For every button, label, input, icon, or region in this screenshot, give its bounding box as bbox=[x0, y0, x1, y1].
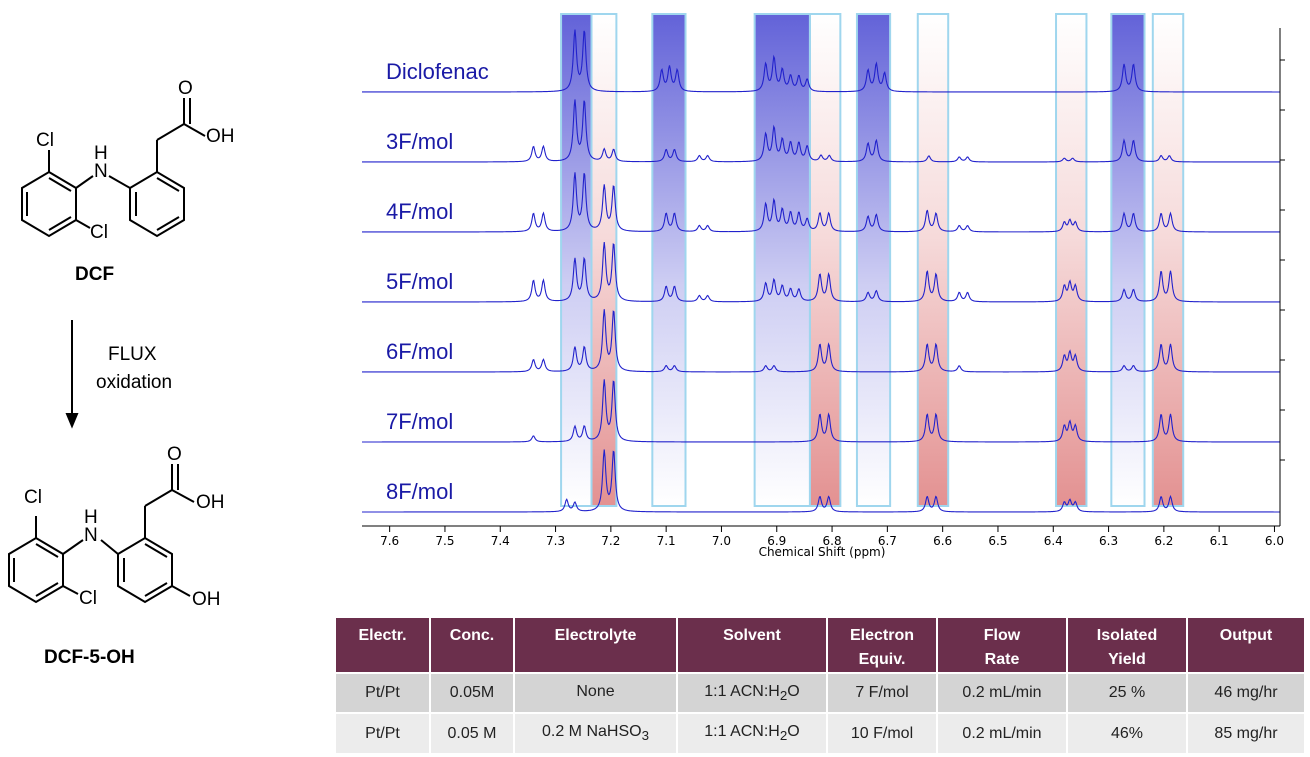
highlight-region bbox=[916, 13, 950, 507]
spectrum-label: 5F/mol bbox=[386, 269, 453, 294]
x-tick-label: 7.2 bbox=[601, 534, 620, 548]
highlight-regions bbox=[560, 13, 1185, 507]
dcf-label: DCF bbox=[75, 264, 114, 285]
o-atom-label: O bbox=[178, 78, 193, 99]
h-atom-label: H bbox=[94, 143, 108, 164]
oh-label: OH bbox=[196, 492, 225, 513]
cl-atom-label: Cl bbox=[36, 130, 54, 151]
spectrum-trace bbox=[362, 309, 1280, 373]
cell-flow-rate: 0.2 mL/min bbox=[937, 672, 1068, 713]
spectrum-trace bbox=[362, 449, 1280, 513]
x-tick-label: 6.0 bbox=[1265, 534, 1284, 548]
spectrum-label: 8F/mol bbox=[386, 479, 453, 504]
dcf-left-ring bbox=[21, 170, 77, 238]
reaction-scheme: Cl Cl N H O OH DCF FLUX oxidation Cl Cl … bbox=[8, 78, 235, 668]
oh-label: OH bbox=[192, 589, 221, 610]
x-tick-label: 7.3 bbox=[546, 534, 565, 548]
spectrum-trace bbox=[362, 29, 1280, 93]
x-tick-label: 6.6 bbox=[933, 534, 952, 548]
cell-flow-rate: 0.2 mL/min bbox=[937, 712, 1068, 753]
cell-electron-equiv: 10 F/mol bbox=[827, 712, 938, 753]
x-axis: 7.6 7.5 7.4 7.3 7.2 7.1 7.0 6.9 6.8 6.7 6.6 6.5 6.4 6… bbox=[362, 28, 1285, 548]
cl-atom-label: Cl bbox=[24, 487, 42, 508]
spectrum-label: 3F/mol bbox=[386, 129, 453, 154]
x-tick-label: 7.5 bbox=[435, 534, 454, 548]
cell-electrolyte: 0.2 M NaHSO3 bbox=[514, 712, 678, 753]
table-row: Pt/Pt 0.05 M 0.2 M NaHSO3 1:1 ACN:H2O 10… bbox=[336, 712, 1306, 753]
col-header-conc: Conc. bbox=[430, 618, 515, 673]
spectrum-label: 6F/mol bbox=[386, 339, 453, 364]
x-tick-label: 7.1 bbox=[657, 534, 676, 548]
x-tick-label: 6.5 bbox=[988, 534, 1007, 548]
n-atom-label: N bbox=[84, 525, 98, 546]
o-atom-label: O bbox=[167, 444, 182, 465]
col-header-solvent: Solvent bbox=[677, 618, 828, 673]
x-tick-label: 6.2 bbox=[1154, 534, 1173, 548]
col-header-electrolyte: Electrolyte bbox=[514, 618, 678, 673]
spectra-traces bbox=[361, 29, 1280, 513]
x-tick-label: 6.3 bbox=[1099, 534, 1118, 548]
spectrum-trace bbox=[362, 99, 1280, 163]
x-tick-label: 7.6 bbox=[380, 534, 399, 548]
x-tick-label: 6.1 bbox=[1210, 534, 1229, 548]
x-axis-title: Chemical Shift (ppm) bbox=[759, 545, 886, 559]
cell-conc: 0.05 M bbox=[430, 712, 515, 753]
cell-solvent: 1:1 ACN:H2O bbox=[677, 712, 828, 753]
spectrum-label: 4F/mol bbox=[386, 199, 453, 224]
spectrum-label: 7F/mol bbox=[386, 409, 453, 434]
n-atom-label: N bbox=[94, 161, 108, 182]
cell-solvent: 1:1 ACN:H2O bbox=[677, 672, 828, 713]
x-tick-label: 6.7 bbox=[878, 534, 897, 548]
table-row: Pt/Pt 0.05M None 1:1 ACN:H2O 7 F/mol 0.2… bbox=[336, 672, 1306, 713]
conditions-table: Electr. Conc. Electrolyte Solvent Electr… bbox=[336, 618, 1306, 753]
arrow-text-oxidation: oxidation bbox=[96, 372, 172, 393]
spectrum-trace bbox=[362, 172, 1280, 233]
x-tick-label: 7.0 bbox=[712, 534, 731, 548]
h-atom-label: H bbox=[84, 507, 98, 528]
highlight-region bbox=[1151, 13, 1185, 507]
cell-electrode: Pt/Pt bbox=[336, 712, 431, 753]
highlight-region bbox=[651, 13, 687, 507]
cell-isolated-yield: 46% bbox=[1067, 712, 1188, 753]
cl-atom-label: Cl bbox=[79, 588, 97, 609]
col-header-electrode: Electr. bbox=[336, 618, 431, 673]
col-header-electron-equiv: Electron Equiv. bbox=[827, 618, 938, 673]
arrow-text-flux: FLUX bbox=[108, 344, 157, 365]
cell-electrolyte: None bbox=[514, 672, 678, 713]
highlight-region bbox=[753, 13, 811, 507]
spectrum-labels: Diclofenac 3F/mol 4F/mol 5F/mol 6F/mol 7F/mol… bbox=[386, 59, 489, 504]
spectrum-trace bbox=[362, 379, 1280, 443]
spectrum-trace bbox=[361, 241, 1280, 303]
col-header-output: Output bbox=[1187, 618, 1306, 673]
dcf-right-ring bbox=[129, 170, 185, 238]
oh-label: OH bbox=[206, 126, 235, 147]
cell-output: 85 mg/hr bbox=[1187, 712, 1306, 753]
cl-atom-label: Cl bbox=[90, 222, 108, 243]
highlight-region bbox=[855, 13, 892, 507]
highlight-region bbox=[1055, 13, 1088, 507]
col-header-flow-rate: Flow Rate bbox=[937, 618, 1068, 673]
table-header-row: Electr. Conc. Electrolyte Solvent Electr… bbox=[336, 618, 1306, 673]
x-tick-label: 6.4 bbox=[1044, 534, 1063, 548]
x-tick-label: 6.9 bbox=[767, 534, 786, 548]
cell-electron-equiv: 7 F/mol bbox=[827, 672, 938, 713]
cell-electrode: Pt/Pt bbox=[336, 672, 431, 713]
col-header-isolated-yield: Isolated Yield bbox=[1067, 618, 1188, 673]
x-tick-label: 6.8 bbox=[823, 534, 842, 548]
spectrum-label: Diclofenac bbox=[386, 59, 489, 84]
cell-conc: 0.05M bbox=[430, 672, 515, 713]
x-tick-label: 7.4 bbox=[491, 534, 510, 548]
dcf-5-oh-label: DCF-5-OH bbox=[44, 647, 135, 668]
cell-output: 46 mg/hr bbox=[1187, 672, 1306, 713]
nmr-stacked-spectra: Diclofenac 3F/mol 4F/mol 5F/mol 6F/mol 7F/mol… bbox=[361, 13, 1285, 559]
highlight-region bbox=[1110, 13, 1146, 507]
cell-isolated-yield: 25 % bbox=[1067, 672, 1188, 713]
